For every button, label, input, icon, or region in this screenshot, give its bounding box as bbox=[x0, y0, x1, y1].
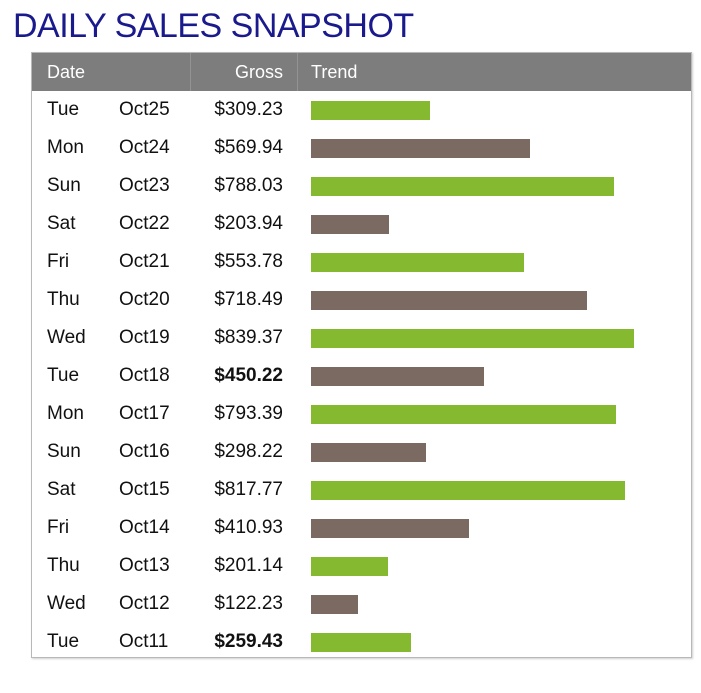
table-row: Sun Oct16 $298.22 bbox=[32, 433, 691, 471]
sales-table: Date Gross Trend Tue Oct25 $309.23 Mon Oct24… bbox=[31, 52, 692, 658]
trend-bar bbox=[311, 443, 426, 462]
table-header: Date Gross Trend bbox=[32, 53, 691, 91]
row-gross: $450.22 bbox=[214, 365, 283, 386]
row-day: Sun bbox=[47, 175, 81, 196]
table-row: Wed Oct19 $839.37 bbox=[32, 319, 691, 357]
header-gross: Gross bbox=[234, 62, 283, 82]
trend-bar bbox=[311, 557, 388, 576]
trend-bar bbox=[311, 253, 524, 272]
row-date: Oct17 bbox=[119, 403, 170, 424]
table-row: Fri Oct14 $410.93 bbox=[32, 509, 691, 547]
row-day: Wed bbox=[47, 327, 86, 348]
row-date: Oct20 bbox=[119, 289, 170, 310]
trend-bar bbox=[311, 177, 614, 196]
trend-bar bbox=[311, 367, 484, 386]
table-row: Wed Oct12 $122.23 bbox=[32, 585, 691, 623]
header-divider bbox=[297, 53, 298, 91]
row-date: Oct18 bbox=[119, 365, 170, 386]
row-day: Wed bbox=[47, 593, 86, 614]
trend-bar bbox=[311, 405, 616, 424]
row-gross: $298.22 bbox=[214, 441, 283, 462]
trend-bar bbox=[311, 595, 358, 614]
row-date: Oct16 bbox=[119, 441, 170, 462]
row-day: Thu bbox=[47, 289, 80, 310]
table-row: Tue Oct18 $450.22 bbox=[32, 357, 691, 395]
header-trend: Trend bbox=[311, 62, 358, 82]
header-divider bbox=[190, 53, 191, 91]
trend-bar bbox=[311, 139, 530, 158]
row-date: Oct21 bbox=[119, 251, 170, 272]
table-row: Fri Oct21 $553.78 bbox=[32, 243, 691, 281]
table-row: Sat Oct15 $817.77 bbox=[32, 471, 691, 509]
row-gross: $718.49 bbox=[214, 289, 283, 310]
row-gross: $793.39 bbox=[214, 403, 283, 424]
row-day: Mon bbox=[47, 137, 84, 158]
row-day: Fri bbox=[47, 251, 70, 272]
trend-bar bbox=[311, 291, 587, 310]
row-date: Oct24 bbox=[119, 137, 170, 158]
row-date: Oct13 bbox=[119, 555, 170, 576]
row-day: Tue bbox=[47, 99, 80, 120]
row-gross: $201.14 bbox=[214, 555, 283, 576]
trend-bar bbox=[311, 329, 634, 348]
row-date: Oct22 bbox=[119, 213, 170, 234]
table-row: Sat Oct22 $203.94 bbox=[32, 205, 691, 243]
table-row: Mon Oct24 $569.94 bbox=[32, 129, 691, 167]
table-row: Thu Oct13 $201.14 bbox=[32, 547, 691, 585]
row-day: Tue bbox=[47, 365, 80, 386]
row-date: Oct19 bbox=[119, 327, 170, 348]
row-day: Sat bbox=[47, 213, 76, 234]
row-gross: $122.23 bbox=[214, 593, 283, 614]
trend-bar bbox=[311, 633, 411, 652]
row-gross: $203.94 bbox=[214, 213, 283, 234]
row-gross: $817.77 bbox=[214, 479, 283, 500]
trend-bar bbox=[311, 481, 625, 500]
row-day: Tue bbox=[47, 631, 80, 652]
table-row: Thu Oct20 $718.49 bbox=[32, 281, 691, 319]
row-gross: $569.94 bbox=[214, 137, 283, 158]
trend-bar bbox=[311, 101, 430, 120]
row-day: Thu bbox=[47, 555, 80, 576]
row-date: Oct14 bbox=[119, 517, 170, 538]
row-gross: $553.78 bbox=[214, 251, 283, 272]
table-row: Tue Oct11 $259.43 bbox=[32, 623, 691, 661]
row-date: Oct25 bbox=[119, 99, 170, 120]
row-gross: $259.43 bbox=[214, 631, 283, 652]
row-day: Sun bbox=[47, 441, 81, 462]
row-gross: $839.37 bbox=[214, 327, 283, 348]
row-day: Mon bbox=[47, 403, 84, 424]
row-date: Oct23 bbox=[119, 175, 170, 196]
row-day: Fri bbox=[47, 517, 70, 538]
row-day: Sat bbox=[47, 479, 76, 500]
page-title: DAILY SALES SNAPSHOT bbox=[13, 7, 414, 45]
table-row: Tue Oct25 $309.23 bbox=[32, 91, 691, 129]
row-gross: $788.03 bbox=[214, 175, 283, 196]
trend-bar bbox=[311, 215, 389, 234]
row-gross: $309.23 bbox=[214, 99, 283, 120]
table-row: Mon Oct17 $793.39 bbox=[32, 395, 691, 433]
table-row: Sun Oct23 $788.03 bbox=[32, 167, 691, 205]
row-date: Oct15 bbox=[119, 479, 170, 500]
row-gross: $410.93 bbox=[214, 517, 283, 538]
header-date: Date bbox=[47, 62, 86, 82]
row-date: Oct11 bbox=[119, 631, 169, 652]
trend-bar bbox=[311, 519, 469, 538]
row-date: Oct12 bbox=[119, 593, 170, 614]
